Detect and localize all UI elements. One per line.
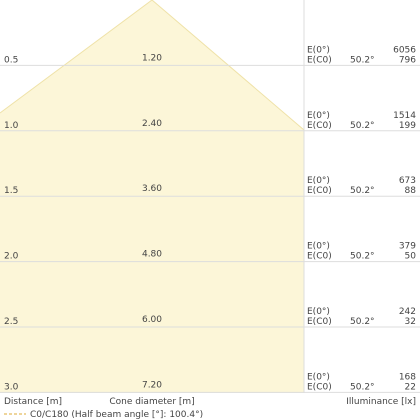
e0-label: E(0°) — [307, 176, 330, 186]
ec0-value: 88 — [405, 186, 417, 196]
e0-label: E(0°) — [307, 307, 330, 317]
e0-value: 168 — [399, 372, 416, 382]
distance: 1.0 — [4, 121, 19, 131]
e0-value: 673 — [399, 176, 416, 186]
cone-edge — [0, 0, 305, 131]
distance: 3.0 — [4, 382, 19, 392]
e0-value: 6056 — [393, 45, 416, 55]
e0-label: E(0°) — [307, 45, 330, 55]
diameter: 1.20 — [142, 53, 162, 63]
diameter: 3.60 — [142, 184, 162, 194]
ec0-label: E(C0) — [307, 121, 332, 131]
diameter: 2.40 — [142, 119, 162, 129]
illuminance-label: Illuminance [lx] — [346, 397, 416, 407]
ec0-value: 796 — [399, 55, 416, 65]
legend-text: C0/C180 (Half beam angle [°]: 100.4°) — [30, 410, 203, 420]
e0-label: E(0°) — [307, 372, 330, 382]
ec0-value: 199 — [399, 121, 416, 131]
e0-label: E(0°) — [307, 242, 330, 252]
e0-value: 379 — [399, 242, 416, 252]
distance: 2.5 — [4, 317, 18, 327]
angle: 50.2° — [350, 317, 375, 327]
diameter: 6.00 — [142, 315, 162, 325]
ec0-value: 22 — [405, 382, 416, 392]
ec0-value: 32 — [405, 317, 416, 327]
diameter-label: Cone diameter [m] — [109, 397, 194, 407]
distance: 1.5 — [4, 186, 18, 196]
angle: 50.2° — [350, 382, 375, 392]
distance: 0.5 — [4, 55, 18, 65]
diameter: 4.80 — [142, 250, 162, 260]
distance: 2.0 — [4, 252, 19, 262]
ec0-value: 50 — [405, 252, 417, 262]
ec0-label: E(C0) — [307, 252, 332, 262]
ec0-label: E(C0) — [307, 186, 332, 196]
distance-label: Distance [m] — [4, 397, 62, 407]
angle: 50.2° — [350, 252, 375, 262]
angle: 50.2° — [350, 186, 375, 196]
e0-value: 242 — [399, 307, 416, 317]
ec0-label: E(C0) — [307, 382, 332, 392]
angle: 50.2° — [350, 121, 375, 131]
e0-label: E(0°) — [307, 111, 330, 121]
ec0-label: E(C0) — [307, 55, 332, 65]
diameter: 7.20 — [142, 380, 162, 390]
angle: 50.2° — [350, 55, 375, 65]
e0-value: 1514 — [393, 111, 416, 121]
ec0-label: E(C0) — [307, 317, 332, 327]
